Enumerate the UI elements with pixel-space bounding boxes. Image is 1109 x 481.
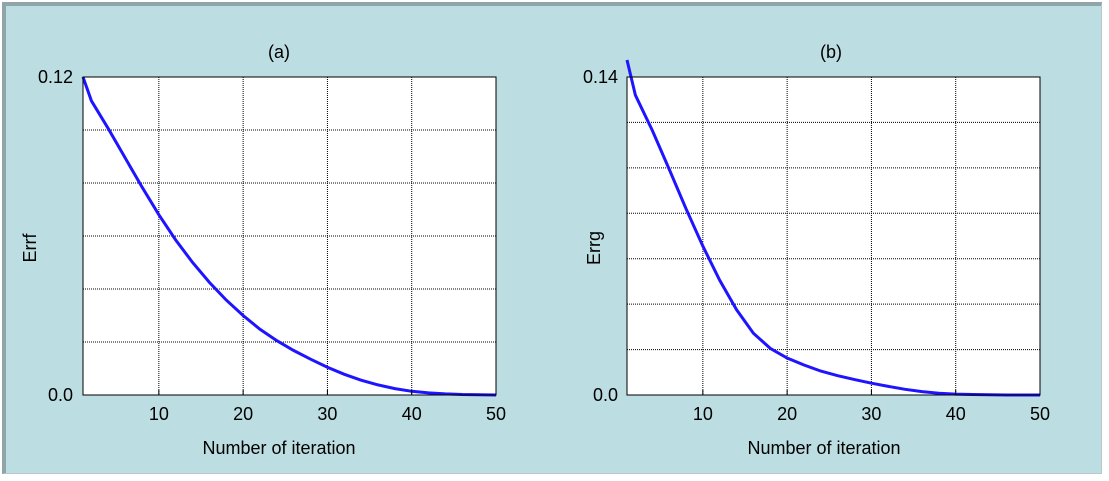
x-tick-label: 30	[317, 404, 337, 424]
x-tick-label: 40	[402, 404, 422, 424]
y-tick-label: 0.0	[48, 385, 73, 405]
chart-b: 10 20 30 40 50 0.0 0.14 (b) Number of iterati…	[583, 42, 1050, 458]
chart-b-gridlines	[627, 76, 1040, 395]
chart-a-x-axis-label: Number of iteration	[202, 438, 355, 458]
figure-canvas: 10 20 30 40 50 0.0 0.12 (a) Number of iterati…	[6, 6, 1101, 473]
chart-b-plot-frame	[626, 76, 1041, 396]
x-tick-label: 10	[149, 404, 169, 424]
x-tick-label: 30	[861, 404, 881, 424]
x-tick-label: 20	[233, 404, 253, 424]
x-tick-label: 40	[946, 404, 966, 424]
chart-a-title: (a)	[268, 42, 290, 62]
chart-a-x-ticks: 10 20 30 40 50	[149, 390, 506, 424]
y-tick-label: 0.0	[593, 385, 618, 405]
y-tick-label: 0.14	[583, 67, 618, 87]
chart-a-plot-frame	[82, 76, 497, 396]
chart-b-title: (b)	[820, 42, 842, 62]
y-tick-label: 0.12	[38, 67, 73, 87]
x-tick-label: 50	[486, 404, 506, 424]
chart-b-x-ticks: 10 20 30 40 50	[693, 390, 1050, 424]
chart-a-y-axis-label: Errf	[20, 233, 40, 263]
chart-b-x-axis-label: Number of iteration	[747, 438, 900, 458]
x-tick-label: 20	[777, 404, 797, 424]
chart-b-y-axis-label: Errg	[584, 231, 604, 265]
figure-frame: 10 20 30 40 50 0.0 0.12 (a) Number of iterati…	[2, 2, 1102, 474]
chart-b-y-ticks: 0.0 0.14	[583, 67, 618, 405]
chart-b-series-line	[625, 59, 1040, 397]
x-tick-label: 10	[693, 404, 713, 424]
chart-a: 10 20 30 40 50 0.0 0.12 (a) Number of iterati…	[20, 42, 506, 458]
chart-b-plot-area	[627, 77, 1040, 395]
x-tick-label: 50	[1030, 404, 1050, 424]
chart-a-y-ticks: 0.0 0.12	[38, 67, 73, 405]
chart-a-series-line	[81, 76, 497, 397]
